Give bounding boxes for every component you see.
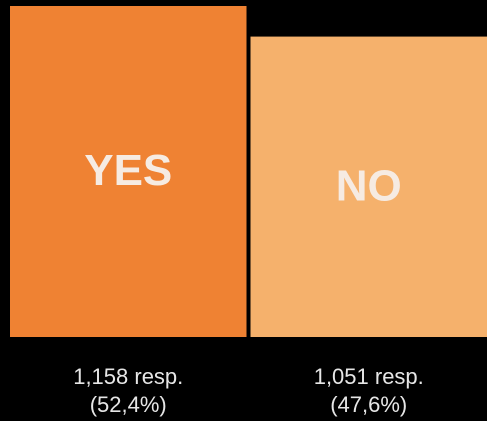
share-label: (52,4%) [90,392,167,417]
value-label: 1,158 resp. [73,364,183,389]
bar [250,36,487,338]
category-label: NO [336,161,402,210]
category-label: YES [84,146,172,195]
share-label: (47,6%) [330,392,407,417]
value-label: 1,051 resp. [314,364,424,389]
bar [10,6,247,337]
